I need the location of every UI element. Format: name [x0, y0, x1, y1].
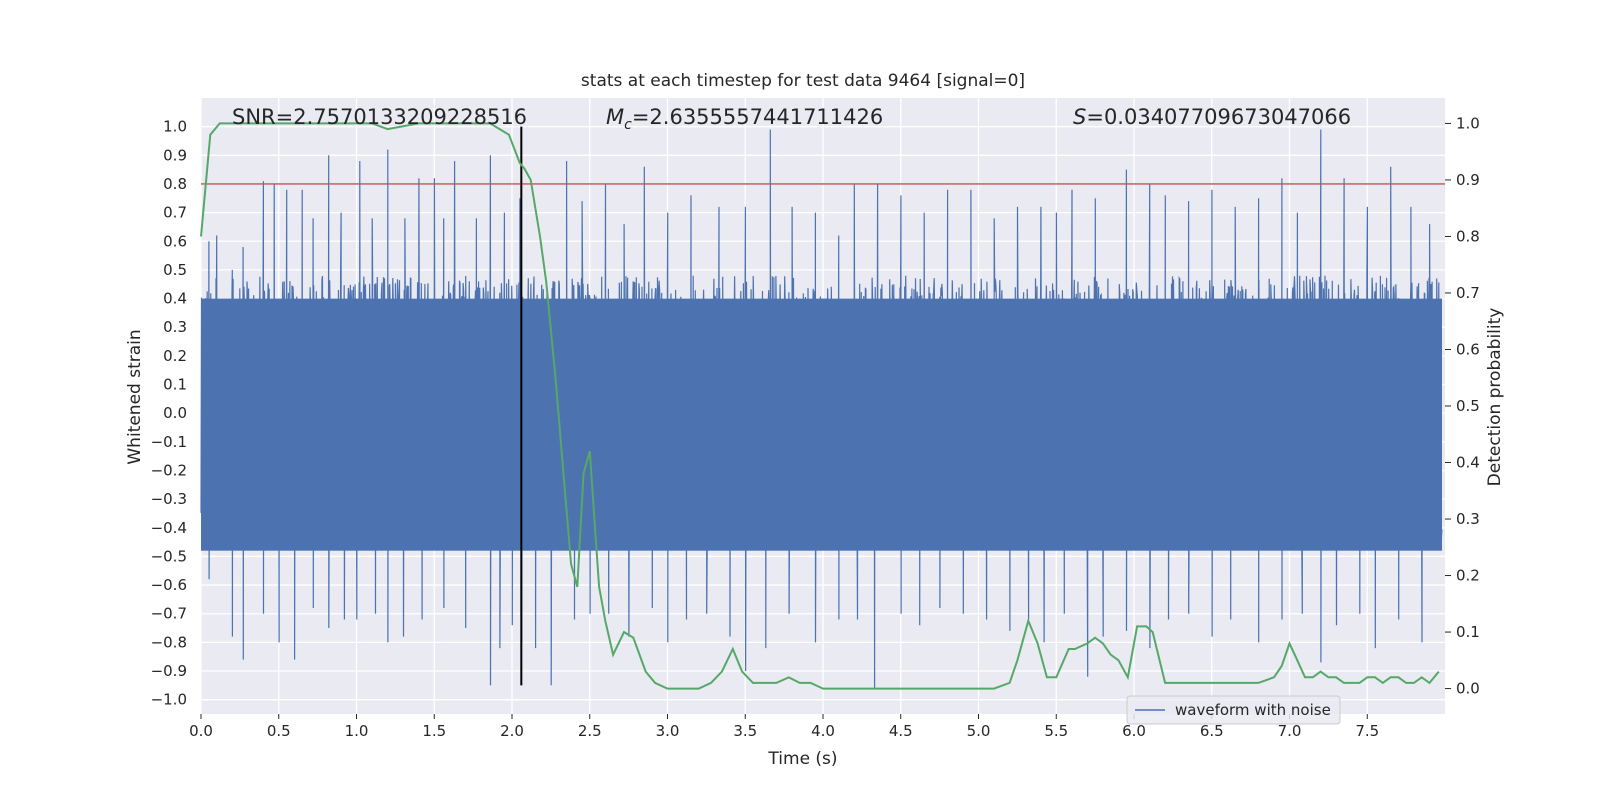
y-left-tick-label: −0.7	[151, 605, 187, 623]
y-right-tick-label: 0.5	[1456, 397, 1480, 415]
chart-figure: 0.0 0.5 1.0 1.5 2.0 2.5 3.0 3.5 4.0 4.5 5.0 5.5 6.0 6…	[0, 0, 1600, 800]
x-tick-label: 5.5	[1044, 722, 1068, 740]
y-left-tick-label: 0.7	[163, 204, 187, 222]
y-right-tick-label: 0.9	[1456, 171, 1480, 189]
y-left-tick-label: 0.8	[163, 175, 187, 193]
y-left-tick-label: −0.1	[151, 433, 187, 451]
x-tick-label: 3.5	[733, 722, 757, 740]
y-left-tick-label: 0.6	[163, 232, 187, 250]
x-tick-label: 5.0	[967, 722, 991, 740]
y-right-tick-label: 0.1	[1456, 623, 1480, 641]
legend: waveform with noise	[1127, 696, 1340, 724]
x-tick-label: 0.5	[267, 722, 291, 740]
y-left-tick-label: −0.9	[151, 662, 187, 680]
x-tick-label: 4.5	[889, 722, 913, 740]
y-left-tick-label: 1.0	[163, 118, 187, 136]
y-right-tick-label: 0.3	[1456, 510, 1480, 528]
y-right-axis-ticks: 1.0 0.9 0.8 0.7 0.6 0.5 0.4 0.3 0.2 0.1 0.0	[1445, 114, 1480, 697]
x-tick-label: 3.0	[656, 722, 680, 740]
x-tick-label: 6.0	[1122, 722, 1146, 740]
chirp-mass-symbol: M	[606, 105, 624, 129]
y-left-tick-label: 0.9	[163, 146, 187, 164]
chart-title: stats at each timestep for test data 946…	[581, 71, 1025, 91]
y-left-tick-label: 0.1	[163, 376, 187, 394]
y-right-tick-label: 0.2	[1456, 567, 1480, 585]
statistic-annotation: S=0.03407709673047066	[1073, 105, 1351, 129]
y-left-tick-label: 0.2	[163, 347, 187, 365]
x-tick-label: 6.5	[1200, 722, 1224, 740]
y-left-tick-label: −0.2	[151, 461, 187, 479]
y-left-tick-label: −0.3	[151, 490, 187, 508]
y-left-tick-label: 0.0	[163, 404, 187, 422]
y-left-tick-label: −0.5	[151, 547, 187, 565]
x-tick-label: 4.0	[811, 722, 835, 740]
y-left-tick-label: 0.4	[163, 290, 187, 308]
y-right-tick-label: 0.4	[1456, 454, 1480, 472]
x-axis-label: Time (s)	[767, 749, 837, 769]
snr-annotation: SNR=2.7570133209228516	[232, 105, 527, 129]
waveform-dense-core	[201, 299, 1442, 551]
legend-label-waveform: waveform with noise	[1175, 701, 1331, 719]
x-tick-label: 7.0	[1278, 722, 1302, 740]
y-right-tick-label: 0.6	[1456, 340, 1480, 358]
x-tick-label: 2.0	[500, 722, 524, 740]
chirp-mass-value: =2.6355557441711426	[632, 105, 883, 129]
y-left-axis-label: Whitened strain	[125, 329, 145, 464]
statistic-symbol: S	[1073, 105, 1086, 129]
x-tick-label: 1.0	[345, 722, 369, 740]
chirp-mass-annotation: Mc=2.6355557441711426	[606, 105, 883, 133]
y-left-tick-label: −0.8	[151, 633, 187, 651]
y-left-tick-label: −1.0	[151, 691, 187, 709]
y-right-tick-label: 0.0	[1456, 680, 1480, 698]
x-tick-label: 0.0	[189, 722, 213, 740]
y-left-tick-label: 0.5	[163, 261, 187, 279]
y-left-tick-label: 0.3	[163, 318, 187, 336]
y-left-tick-label: −0.6	[151, 576, 187, 594]
x-tick-label: 2.5	[578, 722, 602, 740]
y-right-axis-label: Detection probability	[1485, 308, 1505, 487]
y-right-tick-label: 0.7	[1456, 284, 1480, 302]
x-tick-label: 7.5	[1355, 722, 1379, 740]
x-tick-label: 1.5	[422, 722, 446, 740]
y-left-axis-ticks: 1.0 0.9 0.8 0.7 0.6 0.5 0.4 0.3 0.2 0.1 0.0 −0.1 −0.…	[151, 118, 187, 709]
y-left-tick-label: −0.4	[151, 519, 187, 537]
y-right-tick-label: 0.8	[1456, 227, 1480, 245]
y-right-tick-label: 1.0	[1456, 114, 1480, 132]
statistic-value: =0.03407709673047066	[1086, 105, 1351, 129]
